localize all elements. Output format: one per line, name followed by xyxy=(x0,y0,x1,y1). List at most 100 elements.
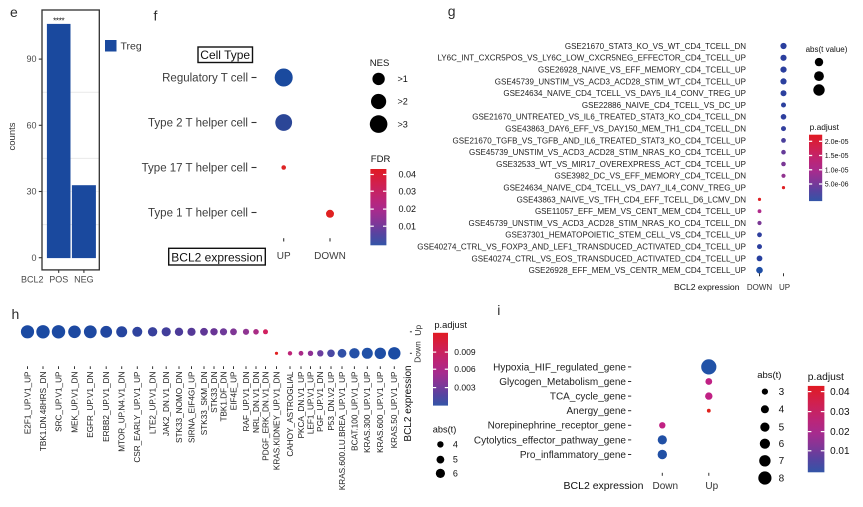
svg-text:FDR: FDR xyxy=(371,154,391,165)
svg-text:0.04: 0.04 xyxy=(830,387,850,398)
svg-text:>2: >2 xyxy=(398,97,408,107)
svg-text:GSE22886_NAIVE_CD4_TCELL_VS_DC: GSE22886_NAIVE_CD4_TCELL_VS_DC_UP xyxy=(582,101,746,110)
svg-text:0.02: 0.02 xyxy=(830,427,850,438)
svg-text:5.0e-06: 5.0e-06 xyxy=(825,182,849,189)
svg-text:0.01: 0.01 xyxy=(830,446,850,457)
svg-text:EIF4E_UP: EIF4E_UP xyxy=(229,371,238,410)
svg-text:POS: POS xyxy=(49,275,68,285)
svg-text:6: 6 xyxy=(779,439,785,450)
svg-text:4: 4 xyxy=(779,405,785,416)
svg-text:CSR_EARLY_UP.V1_UP: CSR_EARLY_UP.V1_UP xyxy=(133,371,142,463)
svg-text:SIRNA_EIF4GI_UP: SIRNA_EIF4GI_UP xyxy=(187,371,196,443)
svg-text:3: 3 xyxy=(779,387,785,398)
svg-text:P53_DN.V2_UP: P53_DN.V2_UP xyxy=(327,371,336,431)
svg-text:0.003: 0.003 xyxy=(454,383,476,393)
svg-text:1.5e-05: 1.5e-05 xyxy=(825,153,849,160)
svg-text:GSE21670_STAT3_KO_VS_WT_CD4_TC: GSE21670_STAT3_KO_VS_WT_CD4_TCELL_DN xyxy=(565,42,746,51)
svg-text:GSE37301_HEMATOPOIETIC_STEM_CE: GSE37301_HEMATOPOIETIC_STEM_CELL_VS_CD4_… xyxy=(505,231,746,240)
svg-text:GSE32533_WT_VS_MIR17_OVEREXPRE: GSE32533_WT_VS_MIR17_OVEREXPRESS_ACT_CD4… xyxy=(496,160,746,169)
svg-text:0: 0 xyxy=(31,253,36,263)
svg-text:GSE43863_DAY6_EFF_VS_DAY150_ME: GSE43863_DAY6_EFF_VS_DAY150_MEM_TH1_CD4_… xyxy=(505,125,746,134)
svg-text:Hypoxia_HIF_regulated_gene: Hypoxia_HIF_regulated_gene xyxy=(493,362,626,373)
svg-text:NES: NES xyxy=(370,58,390,69)
svg-text:30: 30 xyxy=(26,187,36,197)
svg-text:abs(t): abs(t) xyxy=(433,425,457,435)
svg-text:PGF_UP.V1_DN: PGF_UP.V1_DN xyxy=(316,371,325,431)
svg-text:TCA_cycle_gene: TCA_cycle_gene xyxy=(550,392,627,403)
svg-text:4: 4 xyxy=(453,440,458,450)
svg-text:KRAS.KIDNEY_UP.V1_DN: KRAS.KIDNEY_UP.V1_DN xyxy=(272,371,281,470)
svg-text:LTE2_UP.V1_DN: LTE2_UP.V1_DN xyxy=(149,371,158,434)
svg-text:UP: UP xyxy=(779,283,790,292)
svg-text:DOWN: DOWN xyxy=(747,283,773,292)
svg-text:0.006: 0.006 xyxy=(454,364,476,374)
svg-text:SRC_UP.V1_UP: SRC_UP.V1_UP xyxy=(54,371,63,432)
svg-text:TBK1.DN.48HRS_DN: TBK1.DN.48HRS_DN xyxy=(39,371,48,451)
svg-text:MTOR_UP.N4.V1_DN: MTOR_UP.N4.V1_DN xyxy=(118,371,127,451)
svg-text:PDGF_ERK_DN.V1_DN: PDGF_ERK_DN.V1_DN xyxy=(261,371,270,460)
svg-text:f: f xyxy=(154,8,158,24)
svg-text:p.adjust: p.adjust xyxy=(434,320,467,330)
svg-text:KRAS.600_UP.V1_UP: KRAS.600_UP.V1_UP xyxy=(376,371,385,453)
svg-text:abs(t): abs(t) xyxy=(757,370,781,381)
svg-text:GSE45739_UNSTIM_VS_ACD3_ACD28_: GSE45739_UNSTIM_VS_ACD3_ACD28_STIM_WT_CD… xyxy=(495,77,746,86)
svg-text:i: i xyxy=(497,302,500,318)
svg-text:6: 6 xyxy=(453,469,458,479)
svg-text:Cell Type: Cell Type xyxy=(200,48,250,62)
svg-text:Norepinephrine_receptor_gene: Norepinephrine_receptor_gene xyxy=(488,421,627,432)
svg-text:LY6C_INT_CXCR5POS_VS_LY6C_LOW_: LY6C_INT_CXCR5POS_VS_LY6C_LOW_CXCR5NEG_E… xyxy=(437,54,746,63)
svg-text:GSE24634_NAIVE_CD4_TCELL_VS_DA: GSE24634_NAIVE_CD4_TCELL_VS_DAY7_IL4_CON… xyxy=(503,184,746,193)
svg-text:E2F1_UP.V1_UP: E2F1_UP.V1_UP xyxy=(23,371,32,434)
svg-text:****: **** xyxy=(53,17,64,26)
svg-text:GSE45739_UNSTIM_VS_ACD3_ACD28_: GSE45739_UNSTIM_VS_ACD3_ACD28_STIM_NRAS_… xyxy=(469,219,747,228)
svg-text:>3: >3 xyxy=(398,119,408,129)
svg-text:Type 2 T helper cell: Type 2 T helper cell xyxy=(148,118,248,130)
svg-text:Down: Down xyxy=(653,481,679,492)
svg-text:EGFR_UP.V1_DN: EGFR_UP.V1_DN xyxy=(86,371,95,437)
svg-text:abs(t value): abs(t value) xyxy=(806,45,848,54)
svg-text:KRAS.300_UP.V1_UP: KRAS.300_UP.V1_UP xyxy=(363,371,372,453)
svg-text:NRL_DN.V1_DN: NRL_DN.V1_DN xyxy=(252,371,261,433)
svg-text:GSE3982_DC_VS_EFF_MEMORY_CD4_T: GSE3982_DC_VS_EFF_MEMORY_CD4_TCELL_DN xyxy=(555,172,747,181)
svg-text:DOWN: DOWN xyxy=(314,251,346,262)
svg-text:BCL2 expression: BCL2 expression xyxy=(171,250,262,264)
svg-text:GSE26928_EFF_MEM_VS_CENTR_MEM_: GSE26928_EFF_MEM_VS_CENTR_MEM_CD4_TCELL_… xyxy=(529,266,746,275)
svg-text:Cytolytics_effector_pathway_ge: Cytolytics_effector_pathway_gene xyxy=(474,435,627,446)
svg-text:0.009: 0.009 xyxy=(454,347,476,357)
svg-text:Regulatory T cell: Regulatory T cell xyxy=(162,73,248,85)
svg-text:g: g xyxy=(448,3,456,19)
svg-text:90: 90 xyxy=(26,54,36,64)
svg-text:STK33_DN: STK33_DN xyxy=(210,371,219,412)
svg-text:NEG: NEG xyxy=(74,275,94,285)
svg-text:GSE21670_TGFB_VS_TGFB_AND_IL6_: GSE21670_TGFB_VS_TGFB_AND_IL6_TREATED_ST… xyxy=(453,136,746,145)
svg-text:GSE40274_CTRL_VS_FOXP3_AND_LEF: GSE40274_CTRL_VS_FOXP3_AND_LEF1_TRANSDUC… xyxy=(417,243,746,252)
svg-text:TBK1.DF_DN: TBK1.DF_DN xyxy=(219,371,228,421)
svg-text:60: 60 xyxy=(26,120,36,130)
svg-text:5: 5 xyxy=(779,423,785,434)
svg-text:UP: UP xyxy=(277,251,291,262)
svg-text:Up: Up xyxy=(413,325,423,336)
svg-text:0.03: 0.03 xyxy=(830,407,850,418)
svg-text:0.01: 0.01 xyxy=(399,221,417,231)
svg-text:STK33_SKM_DN: STK33_SKM_DN xyxy=(200,371,209,435)
svg-text:p.adjust: p.adjust xyxy=(808,372,844,383)
svg-text:7: 7 xyxy=(779,456,785,467)
svg-text:2.0e-05: 2.0e-05 xyxy=(825,139,849,146)
svg-text:0.03: 0.03 xyxy=(399,186,417,196)
svg-text:PKCA_DN.V1_UP: PKCA_DN.V1_UP xyxy=(297,371,306,438)
svg-text:Glycogen_Metabolism_gene: Glycogen_Metabolism_gene xyxy=(499,377,626,388)
svg-text:KRAS.600.LU.BREA_UP.V1_UP: KRAS.600.LU.BREA_UP.V1_UP xyxy=(338,371,347,490)
svg-text:Type 17 T helper cell: Type 17 T helper cell xyxy=(142,163,248,175)
svg-text:BCL2: BCL2 xyxy=(21,275,44,285)
svg-text:8: 8 xyxy=(779,473,785,484)
svg-text:Pro_inflammatory_gene: Pro_inflammatory_gene xyxy=(520,450,627,461)
svg-text:GSE43863_NAIVE_VS_TFH_CD4_EFF_: GSE43863_NAIVE_VS_TFH_CD4_EFF_TCELL_D6_L… xyxy=(517,195,747,204)
svg-text:Treg: Treg xyxy=(121,41,142,53)
svg-text:GSE45739_UNSTIM_VS_ACD3_ACD28_: GSE45739_UNSTIM_VS_ACD3_ACD28_STIM_NRAS_… xyxy=(469,148,746,157)
svg-text:GSE26928_NAIVE_VS_EFF_MEMORY_C: GSE26928_NAIVE_VS_EFF_MEMORY_CD4_TCELL_U… xyxy=(538,66,746,75)
svg-text:BCL2 expression: BCL2 expression xyxy=(564,480,644,492)
svg-text:STK33_NOMO_DN: STK33_NOMO_DN xyxy=(175,371,184,443)
svg-text:ERBB2_UP.V1_DN: ERBB2_UP.V1_DN xyxy=(102,371,111,441)
svg-text:0.02: 0.02 xyxy=(399,204,417,214)
svg-text:Anergy_gene: Anergy_gene xyxy=(567,406,627,417)
